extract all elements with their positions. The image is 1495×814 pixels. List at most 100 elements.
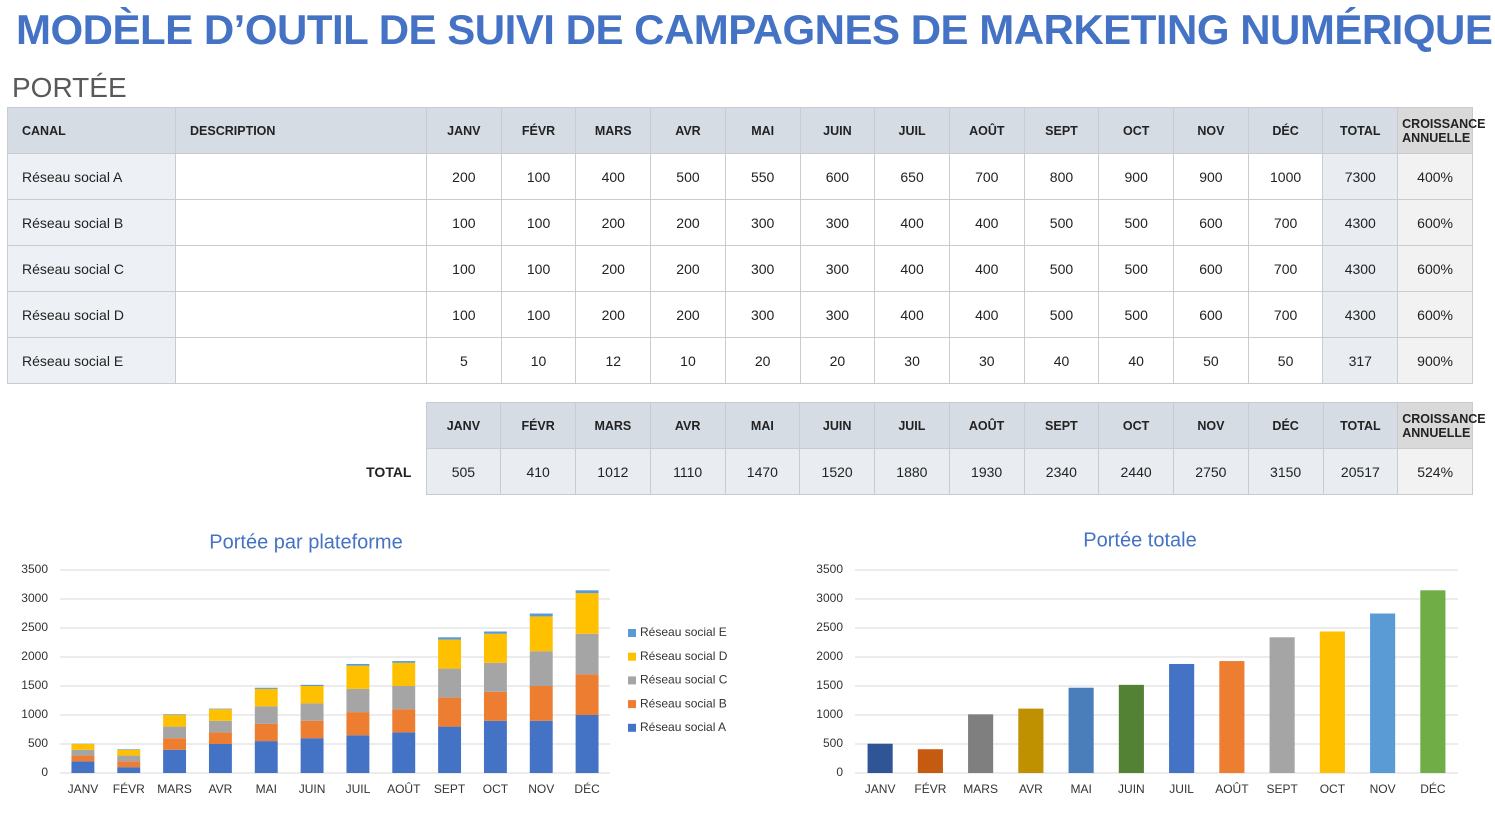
value-cell: 10 bbox=[500, 337, 577, 384]
column-header: JUIN bbox=[799, 107, 876, 154]
y-tick-label: 3500 bbox=[816, 562, 843, 576]
bar-segment bbox=[483, 691, 507, 721]
column-header: MARS bbox=[575, 402, 651, 449]
value-cell: 400% bbox=[1397, 153, 1473, 200]
value-cell: 700 bbox=[1247, 199, 1324, 246]
bar bbox=[867, 743, 893, 773]
value-cell: 1880 bbox=[874, 448, 950, 495]
column-header: AVR bbox=[650, 107, 726, 154]
bar-segment bbox=[346, 665, 370, 689]
description-cell bbox=[175, 153, 427, 200]
description-cell bbox=[175, 291, 427, 338]
value-cell: 200 bbox=[650, 199, 726, 246]
section-title: PORTÉE bbox=[12, 72, 127, 103]
bar-segment bbox=[483, 662, 507, 692]
value-cell: 1930 bbox=[948, 448, 1025, 495]
value-cell: 524% bbox=[1397, 448, 1473, 495]
value-cell: 317 bbox=[1322, 337, 1399, 384]
channel-cell: Réseau social E bbox=[7, 337, 176, 384]
column-header: JUIL bbox=[874, 402, 950, 449]
bar-segment bbox=[208, 732, 232, 744]
value-cell: 20 bbox=[724, 337, 801, 384]
column-header: SEPT bbox=[1023, 402, 1100, 449]
x-tick-label: OCT bbox=[483, 782, 509, 796]
bar-segment bbox=[300, 738, 324, 773]
value-cell: 900 bbox=[1098, 153, 1175, 200]
bar-segment bbox=[208, 744, 232, 773]
x-tick-label: NOV bbox=[528, 782, 554, 796]
bar-segment bbox=[163, 714, 187, 715]
value-cell: 200 bbox=[650, 291, 726, 338]
bar-segment bbox=[71, 744, 95, 750]
channel-cell: Réseau social B bbox=[7, 199, 176, 246]
x-tick-label: JUIL bbox=[346, 782, 371, 796]
x-tick-label: AVR bbox=[209, 782, 233, 796]
value-cell: 300 bbox=[724, 291, 801, 338]
value-cell: 300 bbox=[799, 291, 876, 338]
bar-segment bbox=[300, 686, 324, 704]
value-cell: 2440 bbox=[1098, 448, 1174, 495]
column-header: NOV bbox=[1173, 402, 1249, 449]
y-tick-label: 1000 bbox=[21, 707, 48, 721]
value-cell: 500 bbox=[650, 153, 726, 200]
bar-segment bbox=[529, 720, 553, 773]
value-cell: 600 bbox=[1173, 199, 1249, 246]
value-cell: 400 bbox=[948, 245, 1025, 292]
bar-segment bbox=[254, 688, 278, 707]
bar bbox=[968, 714, 994, 773]
x-tick-label: AOÛT bbox=[1215, 781, 1249, 796]
value-cell: 200 bbox=[575, 245, 652, 292]
description-cell bbox=[175, 199, 427, 246]
x-tick-label: NOV bbox=[1370, 782, 1396, 796]
column-header: AOÛT bbox=[948, 107, 1025, 154]
value-cell: 4300 bbox=[1322, 245, 1399, 292]
x-tick-label: OCT bbox=[1320, 782, 1346, 796]
column-header: OCT bbox=[1098, 107, 1175, 154]
bar-segment bbox=[346, 735, 370, 773]
bar-segment bbox=[438, 726, 462, 773]
bar-segment bbox=[163, 749, 187, 773]
value-cell: 800 bbox=[1023, 153, 1100, 200]
value-cell: 400 bbox=[948, 291, 1025, 338]
x-tick-label: SEPT bbox=[1266, 782, 1298, 796]
y-tick-label: 2000 bbox=[21, 649, 48, 663]
bar bbox=[917, 749, 943, 773]
value-cell: 600 bbox=[1173, 291, 1249, 338]
column-header: OCT bbox=[1098, 402, 1174, 449]
value-cell: 20 bbox=[799, 337, 876, 384]
bar-segment bbox=[117, 767, 141, 773]
table-row: Réseau social D 100 100 200 200 300 300 400 400 5… bbox=[7, 291, 1473, 338]
value-cell: 1520 bbox=[799, 448, 875, 495]
description-cell bbox=[175, 245, 427, 292]
value-cell: 600% bbox=[1397, 245, 1473, 292]
bar-segment bbox=[392, 662, 416, 686]
value-cell: 500 bbox=[1023, 245, 1100, 292]
column-header: FÉVR bbox=[500, 107, 577, 154]
channel-cell: Réseau social D bbox=[7, 291, 176, 338]
value-cell: 600% bbox=[1397, 199, 1473, 246]
column-header: CROISSANCE ANNUELLE bbox=[1397, 107, 1485, 154]
column-header: CANAL bbox=[7, 107, 176, 154]
x-tick-label: MARS bbox=[157, 782, 192, 796]
value-cell: 4300 bbox=[1322, 291, 1399, 338]
bar-segment bbox=[117, 755, 141, 762]
bar bbox=[1319, 631, 1345, 773]
value-cell: 200 bbox=[575, 199, 652, 246]
bar-segment bbox=[392, 709, 416, 733]
bar-segment bbox=[438, 697, 462, 727]
column-header: NOV bbox=[1173, 107, 1249, 154]
value-cell: 700 bbox=[1247, 291, 1324, 338]
x-tick-label: DÉC bbox=[1420, 781, 1446, 796]
legend-label: Réseau social A bbox=[640, 720, 726, 734]
value-cell: 10 bbox=[650, 337, 726, 384]
bar-segment bbox=[163, 726, 187, 739]
x-tick-label: AVR bbox=[1019, 782, 1043, 796]
channel-cell: Réseau social A bbox=[7, 153, 176, 200]
value-cell: 500 bbox=[1098, 245, 1175, 292]
value-cell: 700 bbox=[948, 153, 1025, 200]
bar bbox=[1018, 708, 1044, 773]
bar bbox=[1370, 613, 1396, 773]
column-header: DESCRIPTION bbox=[175, 107, 427, 154]
column-header: JUIN bbox=[799, 402, 875, 449]
value-cell: 2340 bbox=[1023, 448, 1100, 495]
